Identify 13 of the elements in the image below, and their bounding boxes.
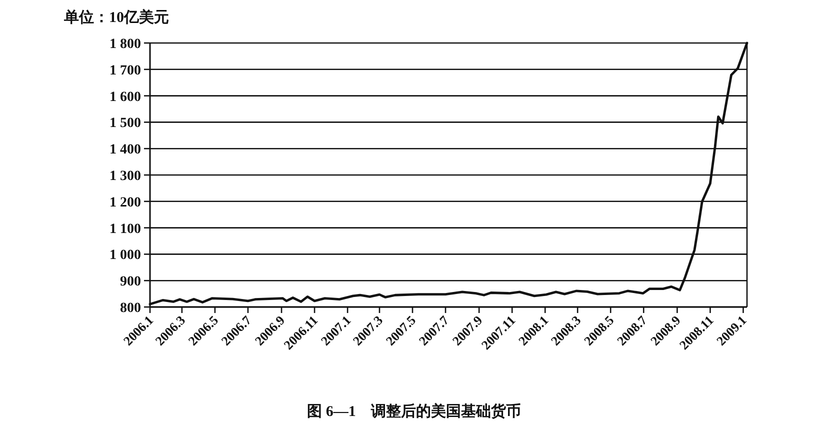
y-axis-title: 单位：10亿美元 bbox=[63, 8, 169, 26]
y-tick-label: 1 700 bbox=[110, 63, 141, 78]
y-tick-label: 1 100 bbox=[110, 222, 141, 237]
y-tick-label: 1 600 bbox=[110, 90, 141, 105]
y-tick-label: 1 500 bbox=[110, 116, 141, 132]
text: 图 6—1 调整后的美国基础货币 bbox=[307, 402, 521, 420]
y-tick-label: 1 300 bbox=[110, 169, 141, 184]
y-tick-label: 1 400 bbox=[110, 142, 141, 158]
y-tick-label: 1 000 bbox=[110, 248, 141, 264]
y-tick-label: 800 bbox=[120, 301, 141, 316]
y-tick-label: 1 200 bbox=[110, 195, 141, 210]
y-tick-label: 1 800 bbox=[110, 37, 141, 52]
y-tick-label: 900 bbox=[120, 274, 141, 290]
